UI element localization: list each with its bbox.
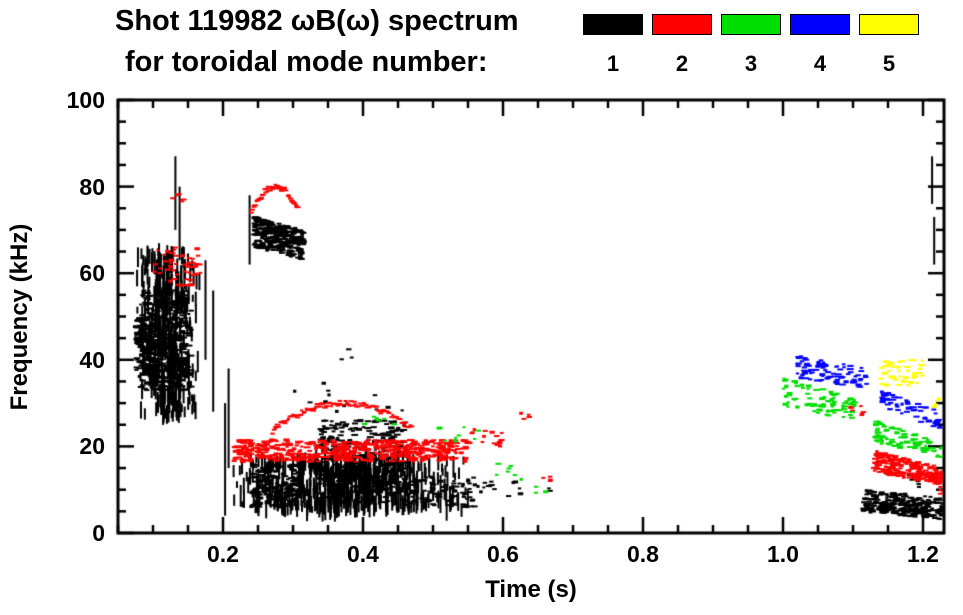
x-tick-label-0.8: 0.8 [627,541,659,567]
legend-swatch-4 [790,14,850,35]
x-tick-label-1.2: 1.2 [907,541,939,567]
y-axis-title: Frequency (kHz) [6,223,33,411]
legend-swatch-3 [721,14,781,35]
y-tick-label-60: 60 [79,260,105,287]
y-tick-label-0: 0 [92,520,105,546]
legend-swatch-5 [859,14,919,35]
y-tick-label-40: 40 [79,346,105,373]
legend-label-3: 3 [744,51,758,76]
x-axis-title: Time (s) [485,576,577,603]
chart-subtitle: for toroidal mode number: [125,46,488,78]
y-tick-label-20: 20 [79,433,105,460]
x-tick-label-0.4: 0.4 [347,541,379,567]
x-tick-label-0.6: 0.6 [487,541,519,567]
x-tick-label-1.0: 1.0 [767,541,799,567]
y-tick-label-80: 80 [79,173,105,200]
x-tick-label-0.2: 0.2 [207,541,239,567]
legend-label-5: 5 [882,51,896,76]
legend-label-4: 4 [813,51,827,76]
legend-swatch-2 [652,14,712,35]
legend-swatch-1 [583,14,643,35]
legend-label-2: 2 [675,51,689,76]
chart-title: Shot 119982 ωB(ω) spectrum [115,5,519,37]
legend-label-1: 1 [606,51,620,76]
y-tick-label-100: 100 [66,87,105,113]
